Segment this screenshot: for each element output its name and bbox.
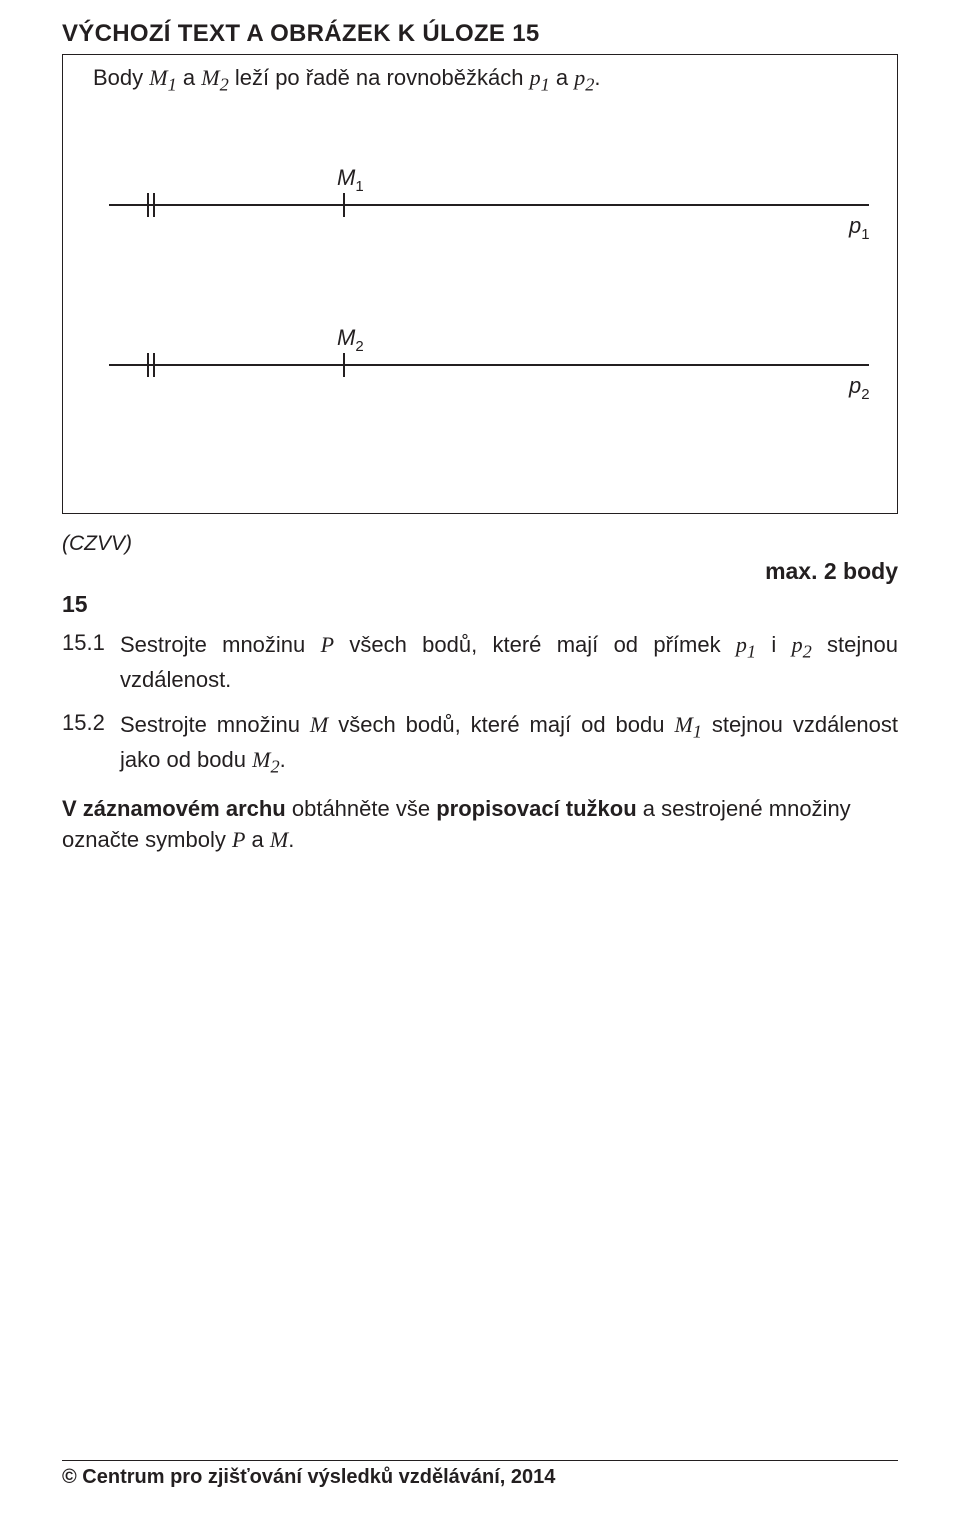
text-bold: propisovací tužkou <box>436 796 636 821</box>
script-P: P <box>232 827 245 852</box>
instruction: V záznamovém archu obtáhněte vše propiso… <box>62 794 898 856</box>
text: Sestrojte množinu <box>120 712 310 737</box>
text: a <box>550 65 574 90</box>
var-M1: M1 <box>149 65 177 90</box>
var-p2: p2 <box>792 632 812 657</box>
text: obtáhněte vše <box>286 796 436 821</box>
text: Sestrojte množinu <box>120 632 321 657</box>
subq-text: Sestrojte množinu M všech bodů, které ma… <box>120 710 898 780</box>
diagram-svg: p1 p2 M1 M2 <box>79 115 879 495</box>
source-label: (CZVV) <box>62 532 898 556</box>
script-M: M <box>270 827 288 852</box>
max-points: max. 2 body <box>62 558 898 585</box>
text: a <box>245 827 269 852</box>
page: VÝCHOZÍ TEXT A OBRÁZEK K ÚLOZE 15 Body M… <box>0 0 960 1523</box>
subquestion-15-1: 15.1 Sestrojte množinu P všech bodů, kte… <box>62 630 898 696</box>
svg-text:p2: p2 <box>848 373 870 403</box>
text: všech bodů, které mají od přímek <box>334 632 736 657</box>
var-M2: M2 <box>201 65 229 90</box>
subquestion-15-2: 15.2 Sestrojte množinu M všech bodů, kte… <box>62 710 898 780</box>
problem-statement: Body M1 a M2 leží po řadě na rovnoběžkác… <box>93 63 881 97</box>
text: a <box>177 65 201 90</box>
var-p1: p1 <box>736 632 756 657</box>
question-number: 15 <box>62 591 898 618</box>
text: . <box>594 65 600 90</box>
section-heading: VÝCHOZÍ TEXT A OBRÁZEK K ÚLOZE 15 <box>62 20 898 48</box>
problem-box: Body M1 a M2 leží po řadě na rovnoběžkác… <box>62 54 898 514</box>
subq-number: 15.1 <box>62 630 120 656</box>
subq-number: 15.2 <box>62 710 120 736</box>
var-M1: M1 <box>674 712 702 737</box>
footer-copyright: © Centrum pro zjišťování výsledků vzdělá… <box>62 1466 555 1489</box>
svg-text:M2: M2 <box>337 325 364 355</box>
script-P: P <box>321 632 334 657</box>
text: všech bodů, které mají od bodu <box>328 712 674 737</box>
footer-rule <box>62 1460 898 1461</box>
var-p1: p1 <box>530 65 550 90</box>
text: leží po řadě na rovnoběžkách <box>229 65 530 90</box>
text-bold: V záznamovém archu <box>62 796 286 821</box>
text: . <box>288 827 294 852</box>
script-M: M <box>310 712 328 737</box>
svg-text:M1: M1 <box>337 165 364 195</box>
text: i <box>756 632 792 657</box>
text: . <box>280 747 286 772</box>
subq-text: Sestrojte množinu P všech bodů, které ma… <box>120 630 898 696</box>
var-p2: p2 <box>574 65 594 90</box>
svg-text:p1: p1 <box>848 213 870 243</box>
text: Body <box>93 65 149 90</box>
var-M2: M2 <box>252 747 280 772</box>
diagram: p1 p2 M1 M2 <box>79 115 881 495</box>
